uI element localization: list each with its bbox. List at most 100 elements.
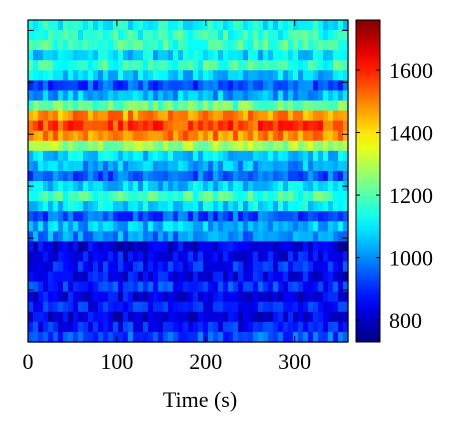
heatmap-cell [263, 241, 269, 253]
heatmap-cell [163, 181, 169, 192]
heatmap-cell [143, 80, 149, 92]
heatmap-cell [213, 80, 219, 92]
heatmap-cell [138, 261, 144, 273]
heatmap-cell [203, 191, 209, 202]
heatmap-cell [298, 70, 304, 81]
heatmap-cell [63, 201, 69, 212]
heatmap-cell [253, 271, 259, 283]
heatmap-cell [228, 281, 234, 293]
heatmap-cell [193, 181, 199, 192]
heatmap-cell [293, 110, 299, 122]
heatmap-cell [228, 271, 234, 283]
heatmap-cell [273, 90, 279, 102]
heatmap-cell [88, 70, 94, 81]
heatmap-cell [43, 100, 49, 112]
heatmap-cell [78, 30, 84, 41]
heatmap-cell [318, 191, 324, 202]
heatmap-cell [253, 140, 259, 152]
heatmap-cell [173, 271, 179, 283]
heatmap-cell [118, 130, 124, 142]
heatmap-cell [163, 100, 169, 112]
heatmap-cell [333, 311, 339, 323]
heatmap-cell [33, 90, 39, 102]
heatmap-cell [123, 130, 129, 142]
heatmap-cell [323, 50, 329, 61]
heatmap-cell [328, 50, 334, 61]
heatmap-cell [333, 271, 339, 283]
heatmap-cell [63, 301, 69, 313]
heatmap-cell [123, 150, 129, 162]
heatmap-cell [253, 311, 259, 323]
heatmap-cell [168, 301, 174, 313]
heatmap-cell [328, 241, 334, 253]
heatmap-cell [253, 201, 259, 212]
heatmap-cell [158, 251, 164, 263]
heatmap-cell [333, 140, 339, 152]
heatmap-cell [253, 80, 259, 92]
heatmap-cell [58, 150, 64, 162]
heatmap-cell [228, 50, 234, 61]
heatmap-cell [153, 331, 159, 343]
heatmap-cell [258, 80, 264, 92]
heatmap-cell [33, 80, 39, 92]
heatmap-cell [178, 80, 184, 92]
heatmap-cell [318, 281, 324, 293]
heatmap-cell [163, 110, 169, 122]
heatmap-cell [338, 251, 344, 263]
heatmap-cell [328, 20, 334, 31]
heatmap-cell [308, 80, 314, 92]
heatmap-cell [63, 90, 69, 102]
heatmap-cell [198, 211, 204, 222]
heatmap-cell [298, 231, 304, 242]
heatmap-cell [188, 231, 194, 242]
heatmap-cell [143, 20, 149, 31]
heatmap-cell [338, 221, 344, 232]
heatmap-cell [273, 301, 279, 313]
heatmap-cell [123, 30, 129, 41]
heatmap-cell [293, 261, 299, 273]
heatmap-cell [258, 140, 264, 152]
heatmap-cell [273, 20, 279, 31]
heatmap-cell [133, 221, 139, 232]
heatmap-cell [113, 160, 119, 172]
heatmap-cell [273, 251, 279, 263]
heatmap-cell [213, 50, 219, 61]
heatmap-cell [183, 120, 189, 132]
heatmap-cell [53, 90, 59, 102]
heatmap-cell [68, 301, 74, 313]
heatmap-cell [218, 40, 224, 51]
heatmap-cell [313, 30, 319, 41]
heatmap-cell [88, 181, 94, 192]
heatmap-cell [33, 20, 39, 31]
heatmap-cell [268, 311, 274, 323]
heatmap-cell [288, 130, 294, 142]
heatmap-cell [178, 191, 184, 202]
heatmap-cell [48, 291, 54, 303]
heatmap-cell [308, 140, 314, 152]
heatmap-cell [83, 80, 89, 92]
heatmap-cell [58, 160, 64, 172]
heatmap-cell [133, 201, 139, 212]
heatmap-cell [28, 261, 34, 273]
heatmap-cell [283, 321, 289, 333]
heatmap-cell [208, 211, 214, 222]
heatmap-cell [263, 140, 269, 152]
heatmap-cell [153, 241, 159, 253]
heatmap-cell [168, 60, 174, 71]
heatmap-cell [68, 231, 74, 242]
heatmap-cell [138, 301, 144, 313]
heatmap-cell [318, 231, 324, 242]
heatmap-cell [278, 251, 284, 263]
heatmap-cell [133, 40, 139, 51]
heatmap-cell [218, 130, 224, 142]
heatmap-cell [308, 70, 314, 81]
heatmap-cell [268, 211, 274, 222]
heatmap-cell [188, 181, 194, 192]
heatmap-cell [343, 241, 349, 253]
heatmap-cell [203, 231, 209, 242]
heatmap-cell [278, 301, 284, 313]
heatmap-cell [83, 110, 89, 122]
heatmap-cell [173, 140, 179, 152]
heatmap-cell [323, 281, 329, 293]
heatmap-cell [293, 301, 299, 313]
